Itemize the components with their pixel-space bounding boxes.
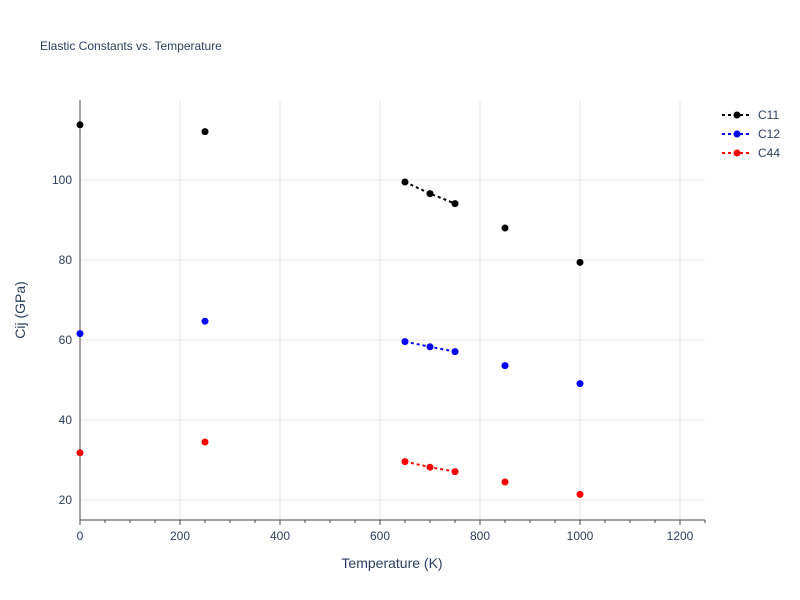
legend-item-c44[interactable]: C44 xyxy=(722,146,780,160)
data-point[interactable] xyxy=(426,463,434,471)
data-point[interactable] xyxy=(501,478,509,486)
gridlines xyxy=(80,100,705,520)
data-point[interactable] xyxy=(201,317,209,325)
series-c44 xyxy=(76,438,584,498)
legend-item-c12[interactable]: C12 xyxy=(722,127,780,141)
data-point[interactable] xyxy=(451,348,459,356)
y-tick-label: 40 xyxy=(59,413,73,427)
legend-swatch-marker xyxy=(733,111,741,119)
x-tick-label: 1000 xyxy=(567,529,594,543)
data-point[interactable] xyxy=(76,330,84,338)
data-point[interactable] xyxy=(576,490,584,498)
data-point[interactable] xyxy=(76,121,84,129)
legend-swatch-marker xyxy=(733,130,741,138)
legend-label: C11 xyxy=(758,108,779,122)
y-axis-title: Cij (GPa) xyxy=(12,281,28,339)
legend-swatch-marker xyxy=(733,149,741,157)
legend[interactable]: C11 C12 C44 xyxy=(722,108,780,160)
x-tick-label: 200 xyxy=(170,529,190,543)
y-tick-label: 60 xyxy=(59,333,73,347)
data-point[interactable] xyxy=(576,380,584,388)
data-point[interactable] xyxy=(76,449,84,457)
y-tick-label: 100 xyxy=(52,173,72,187)
x-tick-label: 600 xyxy=(370,529,390,543)
x-axis-title: Temperature (K) xyxy=(341,555,442,571)
y-tick-label: 20 xyxy=(59,493,73,507)
data-point[interactable] xyxy=(451,200,459,208)
data-point[interactable] xyxy=(401,338,409,346)
data-point[interactable] xyxy=(401,458,409,466)
x-tick-label: 0 xyxy=(77,529,84,543)
data-point[interactable] xyxy=(201,128,209,136)
data-point[interactable] xyxy=(401,178,409,186)
series-c12 xyxy=(76,317,584,388)
data-point[interactable] xyxy=(451,468,459,476)
data-point[interactable] xyxy=(201,438,209,446)
data-point[interactable] xyxy=(576,258,584,266)
data-point[interactable] xyxy=(501,362,509,370)
legend-label: C12 xyxy=(758,127,780,141)
chart-title: Elastic Constants vs. Temperature xyxy=(40,39,222,53)
data-point[interactable] xyxy=(426,190,434,198)
y-tick-label: 80 xyxy=(59,253,73,267)
legend-item-c11[interactable]: C11 xyxy=(722,108,779,122)
data-point[interactable] xyxy=(501,224,509,232)
x-tick-label: 400 xyxy=(270,529,290,543)
series-c11 xyxy=(76,121,584,266)
x-axis-ticks: 0 200 400 600 800 1000 1200 xyxy=(77,520,706,543)
x-tick-label: 800 xyxy=(470,529,490,543)
series-layer xyxy=(76,121,584,498)
y-axis-ticks: 20 40 60 80 100 xyxy=(52,173,72,507)
x-tick-label: 1200 xyxy=(667,529,694,543)
legend-label: C44 xyxy=(758,146,780,160)
data-point[interactable] xyxy=(426,343,434,351)
